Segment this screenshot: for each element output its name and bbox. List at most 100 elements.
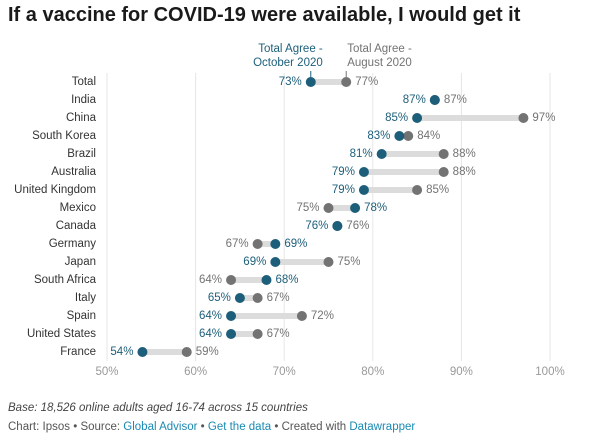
- value-label: 59%: [196, 346, 219, 358]
- category-label: Spain: [67, 310, 96, 322]
- x-tick-label: 50%: [95, 366, 118, 378]
- dot: [332, 221, 343, 231]
- value-label: 68%: [275, 274, 298, 286]
- value-label: 67%: [226, 238, 249, 250]
- category-label: India: [71, 94, 97, 106]
- value-label: 81%: [350, 148, 373, 160]
- separator: •: [73, 421, 78, 433]
- dot: [350, 203, 361, 213]
- separator: •: [200, 421, 205, 433]
- value-label: 83%: [367, 130, 390, 142]
- value-label: 73%: [279, 76, 302, 88]
- dot: [518, 113, 529, 123]
- dot: [226, 329, 237, 339]
- value-label: 85%: [385, 112, 408, 124]
- category-label: United States: [27, 328, 96, 340]
- dot: [181, 347, 192, 357]
- category-label: South Korea: [32, 130, 97, 142]
- dot: [323, 257, 334, 267]
- value-label: 72%: [311, 310, 334, 322]
- dot: [341, 77, 352, 87]
- dot: [429, 95, 440, 105]
- value-label: 64%: [199, 328, 222, 340]
- category-label: South Africa: [34, 274, 97, 286]
- footer: Chart: Ipsos • Source: Global Advisor • …: [8, 421, 415, 433]
- dot: [252, 239, 263, 249]
- value-label: 97%: [532, 112, 555, 124]
- value-label: 87%: [403, 94, 426, 106]
- category-label: Brazil: [67, 148, 96, 160]
- x-tick-label: 80%: [361, 366, 384, 378]
- dot: [226, 311, 237, 321]
- tool-link[interactable]: Datawrapper: [349, 421, 416, 433]
- dot: [403, 131, 414, 141]
- value-label: 69%: [284, 238, 307, 250]
- category-label: China: [66, 112, 97, 124]
- category-label: Total: [72, 76, 96, 88]
- source-label: Source:: [80, 421, 121, 433]
- dot: [234, 293, 245, 303]
- dot: [252, 329, 263, 339]
- value-label: 88%: [453, 166, 476, 178]
- category-label: Australia: [51, 166, 96, 178]
- value-label: 79%: [332, 166, 355, 178]
- value-label: 76%: [305, 220, 328, 232]
- dot: [305, 77, 316, 87]
- legend-entry: Total Agree - October 2020: [253, 43, 323, 69]
- value-label: 54%: [110, 346, 133, 358]
- category-label: Mexico: [60, 202, 96, 214]
- value-label: 69%: [243, 256, 266, 268]
- category-label: United Kingdom: [14, 184, 96, 196]
- value-label: 65%: [208, 292, 231, 304]
- value-label: 67%: [267, 328, 290, 340]
- chart-title: If a vaccine for COVID-19 were available…: [8, 4, 521, 26]
- value-label: 87%: [444, 94, 467, 106]
- dot: [323, 203, 334, 213]
- x-tick-label: 70%: [273, 366, 296, 378]
- category-label: Italy: [75, 292, 96, 304]
- x-tick-label: 100%: [535, 366, 564, 378]
- dot: [358, 185, 369, 195]
- category-label: France: [60, 346, 96, 358]
- dot: [252, 293, 263, 303]
- value-label: 88%: [453, 148, 476, 160]
- category-label: Japan: [65, 256, 96, 268]
- category-label: Canada: [56, 220, 97, 232]
- value-label: 75%: [296, 202, 319, 214]
- dot: [412, 113, 423, 123]
- plot: 50% 60% 70% 80% 90% 100% Total 77% 73% India 87% 87…: [14, 71, 565, 378]
- x-tick-label: 90%: [450, 366, 473, 378]
- credit: Chart: Ipsos: [8, 421, 70, 433]
- value-label: 78%: [364, 202, 387, 214]
- dot: [137, 347, 148, 357]
- dot: [226, 275, 237, 285]
- dot: [270, 257, 281, 267]
- dot: [394, 131, 405, 141]
- dot: [412, 185, 423, 195]
- value-label: 77%: [355, 76, 378, 88]
- value-label: 64%: [199, 274, 222, 286]
- dot: [438, 149, 449, 159]
- dot: [261, 275, 272, 285]
- dot: [438, 167, 449, 177]
- value-label: 75%: [338, 256, 361, 268]
- x-tick-label: 60%: [184, 366, 207, 378]
- dot: [296, 311, 307, 321]
- legend-entry: Total Agree - August 2020: [347, 43, 412, 69]
- created-with: Created with: [281, 421, 347, 433]
- dot: [376, 149, 387, 159]
- value-label: 79%: [332, 184, 355, 196]
- value-label: 67%: [267, 292, 290, 304]
- category-label: Germany: [49, 238, 97, 250]
- dot: [358, 167, 369, 177]
- note: Base: 18,526 online adults aged 16-74 ac…: [8, 402, 308, 414]
- dot: [270, 239, 281, 249]
- get-data-link[interactable]: Get the data: [207, 421, 272, 433]
- value-label: 64%: [199, 310, 222, 322]
- value-label: 85%: [426, 184, 449, 196]
- separator: •: [274, 421, 279, 433]
- value-label: 76%: [346, 220, 369, 232]
- source-link[interactable]: Global Advisor: [123, 421, 198, 433]
- value-label: 84%: [417, 130, 440, 142]
